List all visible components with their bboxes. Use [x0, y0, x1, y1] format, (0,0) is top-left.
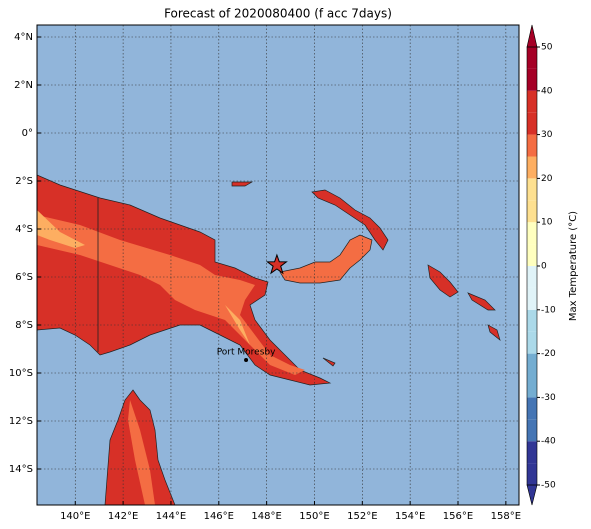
colorbar-band [527, 178, 537, 201]
colorbar-tick-label: -50 [541, 481, 556, 491]
y-tick-label: 10°S [9, 368, 33, 379]
colorbar-band [527, 463, 537, 485]
x-tick-label: 158°E [491, 511, 521, 522]
island [231, 181, 501, 367]
colorbar-band [527, 419, 537, 442]
x-tick-label: 148°E [251, 511, 281, 522]
x-tick-label: 146°E [204, 511, 234, 522]
colorbar-tick-label: 40 [541, 86, 553, 96]
new-ireland [311, 189, 389, 251]
colorbar-band [527, 134, 537, 157]
colorbar-band [527, 90, 537, 113]
x-tick-label: 150°E [299, 511, 329, 522]
city-dot [244, 358, 249, 363]
x-tick-label: 142°E [108, 511, 138, 522]
x-tick-label: 140°E [60, 511, 90, 522]
colorbar-band [527, 200, 537, 223]
colorbar-tick-label: 30 [541, 130, 553, 140]
y-tick-label: 12°S [9, 416, 33, 427]
y-tick-label: 4°S [15, 224, 33, 235]
y-tick-label: 2°S [15, 176, 33, 187]
city-label: Port Moresby [217, 348, 276, 358]
new-britain [279, 234, 373, 284]
colorbar-tick-label: -30 [541, 393, 556, 403]
colorbar-band [527, 244, 537, 266]
chart-title: Forecast of 2020080400 (f acc 7days) [164, 7, 392, 21]
y-tick-label: 2°N [14, 80, 33, 91]
colorbar-band [527, 441, 537, 464]
temp-zone [128, 400, 155, 505]
colorbar-band [527, 397, 537, 420]
colorbar-band [527, 353, 537, 376]
colorbar-extend [526, 484, 538, 506]
x-tick-label: 152°E [347, 511, 377, 522]
colorbar-band [527, 222, 537, 245]
colorbar-tick-label: 20 [541, 174, 553, 184]
colorbar-band [527, 331, 537, 354]
colorbar-band [527, 287, 537, 310]
colorbar-label: Max Temperature (°C) [568, 211, 579, 321]
map-frame [36, 24, 520, 506]
colorbar-band [527, 112, 537, 135]
star-marker [265, 253, 288, 275]
colorbar-tick-label: -40 [541, 437, 556, 447]
bougainville [427, 264, 459, 298]
layer: Port Moresby [37, 25, 519, 505]
x-tick-label: 144°E [156, 511, 186, 522]
colorbar-band [527, 375, 537, 398]
colorbar-tick-label: -10 [541, 305, 556, 315]
y-tick-label: 8°S [15, 320, 33, 331]
colorbar-tick-label: -20 [541, 349, 556, 359]
y-tick-label: 6°S [15, 272, 33, 283]
y-tick-label: 0° [22, 128, 33, 139]
colorbar-band [527, 47, 537, 69]
colorbar-tick-label: 50 [541, 43, 553, 53]
x-tick-label: 156°E [443, 511, 473, 522]
x-tick-label: 154°E [395, 511, 425, 522]
colorbar-band [527, 266, 537, 288]
colorbar-band [527, 68, 537, 91]
y-tick-label: 4°N [14, 32, 33, 43]
colorbar-extend [526, 24, 538, 48]
colorbar-band [527, 309, 537, 332]
colorbar-band [527, 156, 537, 179]
colorbar-tick-label: 0 [541, 262, 547, 272]
colorbar-tick-label: 10 [541, 218, 553, 228]
y-tick-label: 14°S [9, 464, 33, 475]
